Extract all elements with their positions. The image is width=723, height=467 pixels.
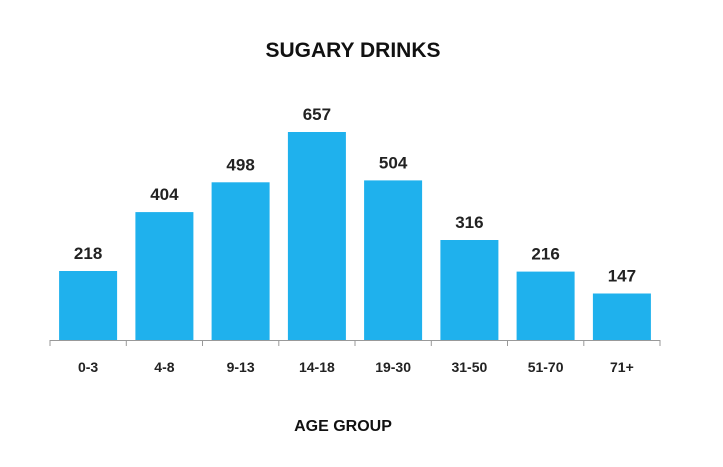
data-label-0-3: 218 — [74, 244, 102, 263]
tick-label-0-3: 0-3 — [78, 359, 98, 375]
data-label-9-13: 498 — [226, 155, 254, 174]
bar-19-30 — [364, 180, 423, 340]
bar-51-70 — [516, 271, 575, 340]
bar-71+ — [592, 293, 651, 340]
tick-label-9-13: 9-13 — [227, 359, 255, 375]
tick-label-14-18: 14-18 — [299, 359, 335, 375]
tick-label-51-70: 51-70 — [528, 359, 564, 375]
bar-9-13 — [211, 182, 270, 340]
bar-0-3 — [59, 271, 118, 340]
bar-14-18 — [287, 132, 346, 340]
chart-title: SUGARY DRINKS — [265, 39, 440, 62]
x-axis — [49, 340, 661, 346]
bar-4-8 — [135, 212, 194, 340]
data-label-4-8: 404 — [150, 185, 179, 204]
data-label-14-18: 657 — [303, 105, 331, 124]
data-label-51-70: 216 — [531, 245, 559, 264]
tick-label-71+: 71+ — [610, 359, 634, 375]
data-label-71+: 147 — [608, 267, 636, 286]
data-label-19-30: 504 — [379, 153, 408, 172]
x-tick-labels: 0-3 4-8 9-13 14-18 19-30 31-50 51-70 71+ — [78, 359, 634, 375]
data-label-31-50: 316 — [455, 213, 483, 232]
x-axis-title: AGE GROUP — [294, 418, 392, 435]
tick-label-4-8: 4-8 — [154, 359, 174, 375]
bar-31-50 — [440, 240, 499, 340]
data-labels-group: 218 404 498 657 504 316 216 147 — [74, 105, 636, 286]
tick-label-31-50: 31-50 — [451, 359, 487, 375]
tick-label-19-30: 19-30 — [375, 359, 411, 375]
bars-group — [59, 132, 651, 340]
